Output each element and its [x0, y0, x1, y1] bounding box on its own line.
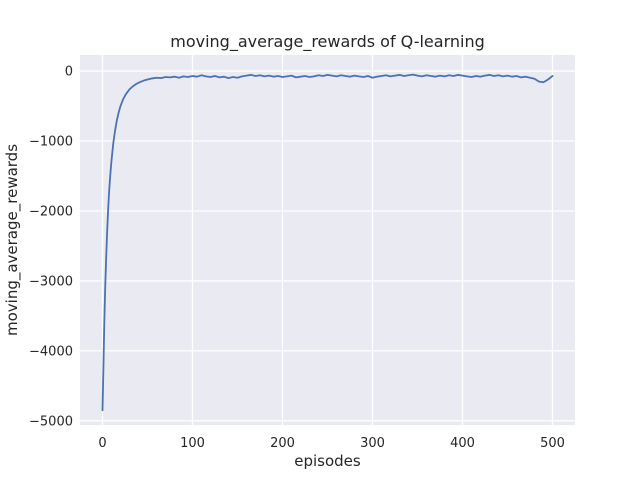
- x-tick-label: 100: [180, 436, 205, 451]
- x-axis-label: episodes: [294, 452, 361, 470]
- x-tick-label: 0: [98, 436, 106, 451]
- x-tick-label: 500: [540, 436, 565, 451]
- y-axis-label: moving_average_rewards: [3, 144, 22, 336]
- y-tick-label: −5000: [29, 414, 73, 429]
- chart-title: moving_average_rewards of Q-learning: [170, 32, 485, 52]
- y-tick-label: −4000: [29, 344, 73, 359]
- x-tick-label: 300: [360, 436, 385, 451]
- y-tick-label: −2000: [29, 204, 73, 219]
- grid-layer: [80, 55, 575, 425]
- y-tick-label: 0: [65, 65, 73, 80]
- x-tick-label: 200: [270, 436, 295, 451]
- plot-area: [80, 55, 575, 425]
- y-tick-label: −3000: [29, 274, 73, 289]
- x-tick-label: 400: [450, 436, 475, 451]
- y-tick-label: −1000: [29, 135, 73, 150]
- series-layer: [101, 73, 554, 412]
- tick-label-layer: 0 100 200 300 400 500 0 −1000 −2000 −3000 −4000 −50…: [29, 65, 565, 451]
- reward-line: [101, 73, 554, 412]
